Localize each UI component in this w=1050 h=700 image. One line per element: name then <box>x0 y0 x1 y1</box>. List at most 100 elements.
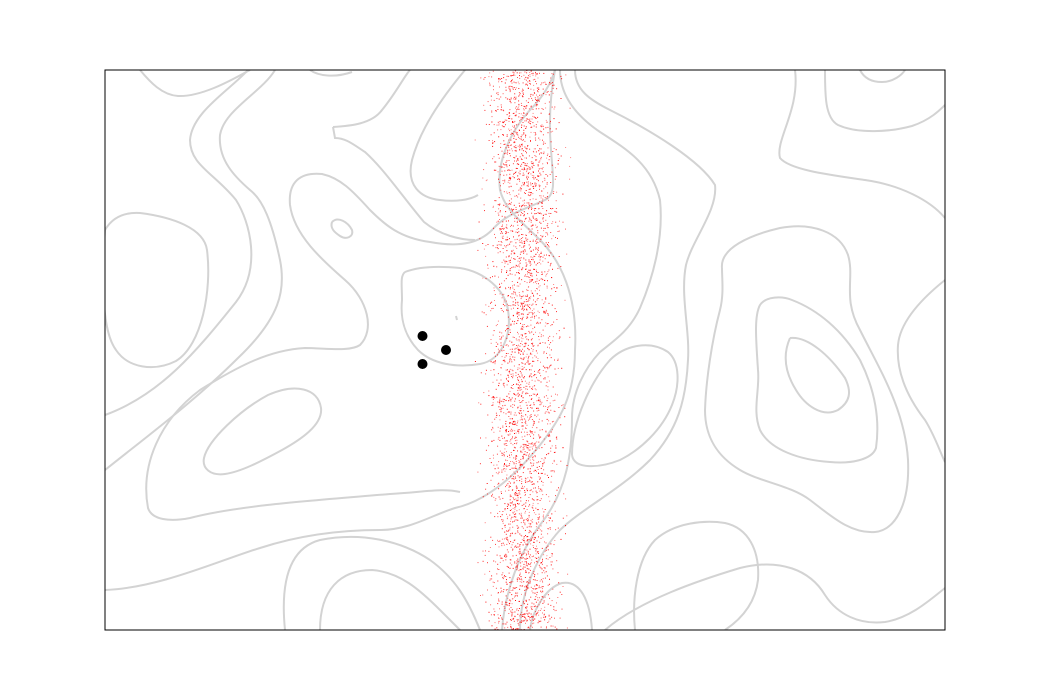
sample-dot <box>519 569 521 570</box>
sample-dot <box>528 98 530 100</box>
sample-dot <box>494 360 496 362</box>
sample-dot <box>559 337 561 339</box>
sample-dot <box>499 251 501 253</box>
sample-dot <box>547 244 548 245</box>
sample-dot <box>482 277 484 279</box>
sample-dot <box>506 583 508 585</box>
sample-dot <box>502 163 504 165</box>
sample-dot <box>540 174 542 176</box>
sample-dot <box>509 585 511 587</box>
sample-dot <box>510 600 512 602</box>
sample-dot <box>502 180 504 182</box>
sample-dot <box>542 307 544 308</box>
sample-dot <box>529 298 531 300</box>
sample-dot <box>529 470 531 472</box>
sample-dot <box>523 125 525 127</box>
sample-dot <box>545 275 547 277</box>
sample-dot <box>520 206 522 208</box>
sample-dot <box>519 385 520 387</box>
sample-dot <box>494 161 496 163</box>
sample-dot <box>530 88 532 90</box>
sample-dot <box>543 609 545 611</box>
sample-dot <box>515 458 517 460</box>
sample-dot <box>530 140 531 142</box>
sample-dot <box>533 165 535 166</box>
sample-dot <box>525 333 527 335</box>
sample-dot <box>487 562 488 564</box>
sample-dot <box>527 286 529 288</box>
sample-dot <box>541 319 543 321</box>
sample-dot <box>528 599 530 601</box>
sample-dot <box>503 122 505 124</box>
sample-dot <box>500 189 502 191</box>
sample-dot <box>512 230 514 232</box>
sample-dot <box>525 336 527 338</box>
sample-dot <box>520 605 522 606</box>
sample-dot <box>499 86 500 88</box>
sample-dot <box>534 487 536 489</box>
sample-dot <box>512 521 514 523</box>
sample-dot <box>500 491 502 493</box>
sample-dot <box>527 539 529 541</box>
sample-dot <box>510 495 512 497</box>
sample-dot <box>530 369 532 371</box>
sample-dot <box>559 417 561 419</box>
sample-dot <box>511 516 513 518</box>
sample-dot <box>510 626 512 628</box>
sample-dot <box>499 78 501 80</box>
sample-dot <box>526 600 527 602</box>
sample-dot <box>520 621 522 623</box>
sample-dot <box>515 115 517 117</box>
sample-dot <box>502 109 504 111</box>
sample-dot <box>536 613 538 614</box>
sample-dot <box>533 404 535 406</box>
sample-dot <box>513 73 515 75</box>
sample-dot <box>536 466 538 468</box>
sample-dot <box>537 121 539 123</box>
sample-dot <box>537 298 539 299</box>
contour-line <box>896 279 945 463</box>
sample-dot <box>503 346 504 348</box>
sample-dot <box>500 367 502 369</box>
sample-dot <box>522 485 523 487</box>
sample-dot <box>520 214 522 216</box>
sample-dot <box>550 342 552 344</box>
sample-dot <box>549 82 551 83</box>
sample-dot <box>533 437 535 439</box>
sample-dot <box>515 423 517 425</box>
sample-dot <box>499 561 501 563</box>
sample-dot <box>557 527 559 529</box>
sample-dot <box>519 120 521 122</box>
sample-dot <box>490 614 492 616</box>
sample-dot <box>512 598 514 600</box>
sample-dot <box>512 285 513 287</box>
sample-dot <box>517 543 519 545</box>
sample-dot <box>537 414 539 416</box>
sample-dot <box>551 223 553 224</box>
sample-dot <box>515 138 517 140</box>
sample-dot <box>519 266 521 268</box>
sample-dot <box>542 558 543 560</box>
sample-dot <box>541 125 543 127</box>
sample-dot <box>529 248 530 250</box>
sample-dot <box>548 254 550 256</box>
sample-dot <box>509 269 511 271</box>
sample-dot <box>528 276 530 278</box>
sample-dot <box>532 521 534 523</box>
sample-dot <box>525 558 527 560</box>
sample-dot <box>542 602 544 604</box>
sample-dot <box>554 178 556 180</box>
sample-dot <box>510 559 512 561</box>
sample-dot <box>515 294 517 296</box>
sample-dot <box>544 301 546 303</box>
sample-dot <box>530 311 532 313</box>
sample-dot <box>534 374 535 375</box>
sample-dot <box>502 134 504 135</box>
sample-dot <box>523 504 525 506</box>
sample-dot <box>524 613 526 614</box>
sample-dot <box>532 313 534 315</box>
sample-dot <box>540 381 542 383</box>
sample-dot <box>527 317 529 319</box>
sample-dot <box>522 455 524 457</box>
sample-dot <box>509 261 511 263</box>
